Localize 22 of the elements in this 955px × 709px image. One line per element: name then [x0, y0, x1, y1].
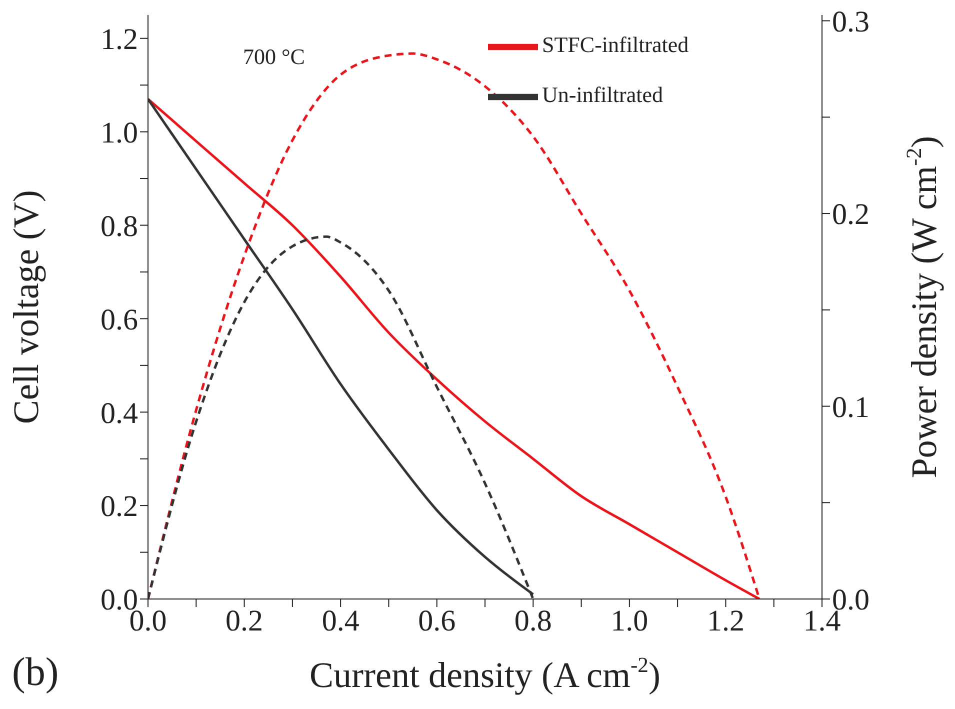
x-tick-label: 0.6	[418, 604, 456, 638]
x-axis-title: Current density (A cm$^{-2}$)	[310, 652, 660, 696]
annotation: 700 °C	[243, 44, 305, 70]
y2-tick-label: 0.2	[832, 198, 870, 232]
x-tick-label: 0.8	[514, 604, 552, 638]
legend-label: Un-infiltrated	[542, 82, 663, 108]
x-tick-label: 0.4	[322, 604, 360, 638]
y-tick-label: 0.2	[100, 490, 138, 524]
y2-tick-label: 0.1	[832, 390, 870, 424]
y2-tick-label: 0.3	[832, 5, 870, 38]
y-tick-label: 0.8	[100, 210, 138, 243]
x-tick-label: 0.2	[226, 604, 264, 638]
legend-label: STFC-infiltrated	[542, 32, 689, 58]
y-tick-label: 0.6	[100, 303, 138, 336]
text: (b)	[12, 648, 59, 695]
y-tick-label: 1.2	[100, 23, 138, 56]
x-tick-label: 1.2	[706, 604, 744, 638]
y-tick-label: 1.0	[100, 116, 138, 150]
y-axis-title: Cell voltage (V)	[6, 190, 46, 424]
line-series	[148, 98, 534, 596]
y-tick-label: 0.4	[100, 396, 138, 430]
x-tick-label: 1.0	[610, 604, 648, 638]
